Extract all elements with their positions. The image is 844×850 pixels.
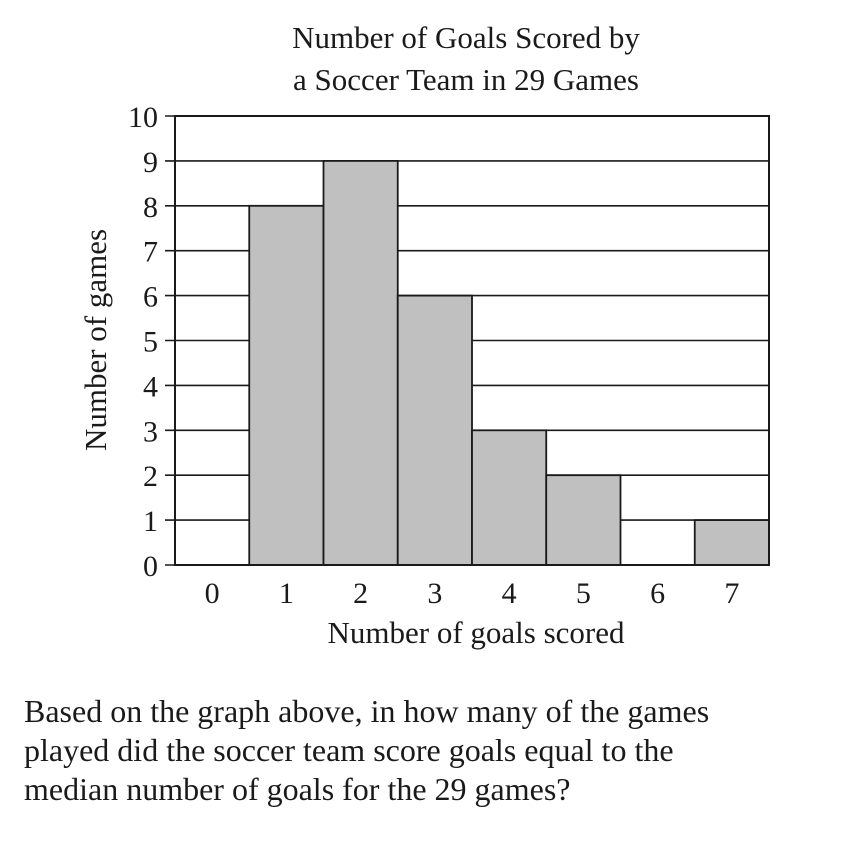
x-tick-label-0: 0 (205, 577, 220, 610)
y-tick-label-4: 4 (143, 370, 158, 403)
bar-1 (248, 204, 325, 566)
y-axis-label: Number of games (78, 229, 113, 451)
question-line-1: Based on the graph above, in how many of… (24, 693, 710, 729)
chart-title-line-1: Number of Goals Scored by (292, 20, 640, 55)
x-tick-label-3: 3 (427, 577, 442, 610)
chart-title-line-2: a Soccer Team in 29 Games (293, 62, 639, 97)
x-tick-label-2: 2 (353, 577, 368, 610)
plot-border (174, 115, 770, 566)
y-tick-label-5: 5 (143, 326, 158, 359)
x-tick-labels: 0 1 2 3 4 5 6 7 (205, 577, 740, 610)
x-tick-label-7: 7 (724, 577, 739, 610)
bar-2 (322, 159, 399, 566)
plot-frame (174, 115, 770, 566)
bars (248, 159, 770, 566)
x-tick-label-1: 1 (279, 577, 294, 610)
question-text: Based on the graph above, in how many of… (24, 692, 834, 809)
bar-7 (693, 519, 770, 566)
x-axis-label: Number of goals scored (328, 615, 625, 650)
y-tick-label-9: 9 (143, 146, 158, 179)
y-tick-labels: 0 1 2 3 4 5 6 7 8 9 10 (128, 101, 158, 583)
y-tick-label-2: 2 (143, 460, 158, 493)
chart-title: Number of Goals Scored by a Soccer Team … (292, 20, 640, 97)
y-tick-label-1: 1 (143, 505, 158, 538)
y-tick-label-6: 6 (143, 281, 158, 314)
bar-4 (471, 429, 548, 566)
y-tick-label-8: 8 (143, 191, 158, 224)
bar-3 (396, 294, 473, 566)
y-tick-label-7: 7 (143, 236, 158, 269)
y-tick-label-0: 0 (143, 550, 158, 583)
bar-5 (545, 474, 622, 566)
x-tick-label-5: 5 (576, 577, 591, 610)
y-tick-label-10: 10 (128, 101, 158, 134)
y-tick-label-3: 3 (143, 415, 158, 448)
question-line-3: median number of goals for the 29 games? (24, 771, 571, 807)
x-tick-label-4: 4 (502, 577, 517, 610)
x-tick-label-6: 6 (650, 577, 665, 610)
question-line-2: played did the soccer team score goals e… (24, 732, 674, 768)
histogram-chart: Number of Goals Scored by a Soccer Team … (78, 20, 770, 650)
